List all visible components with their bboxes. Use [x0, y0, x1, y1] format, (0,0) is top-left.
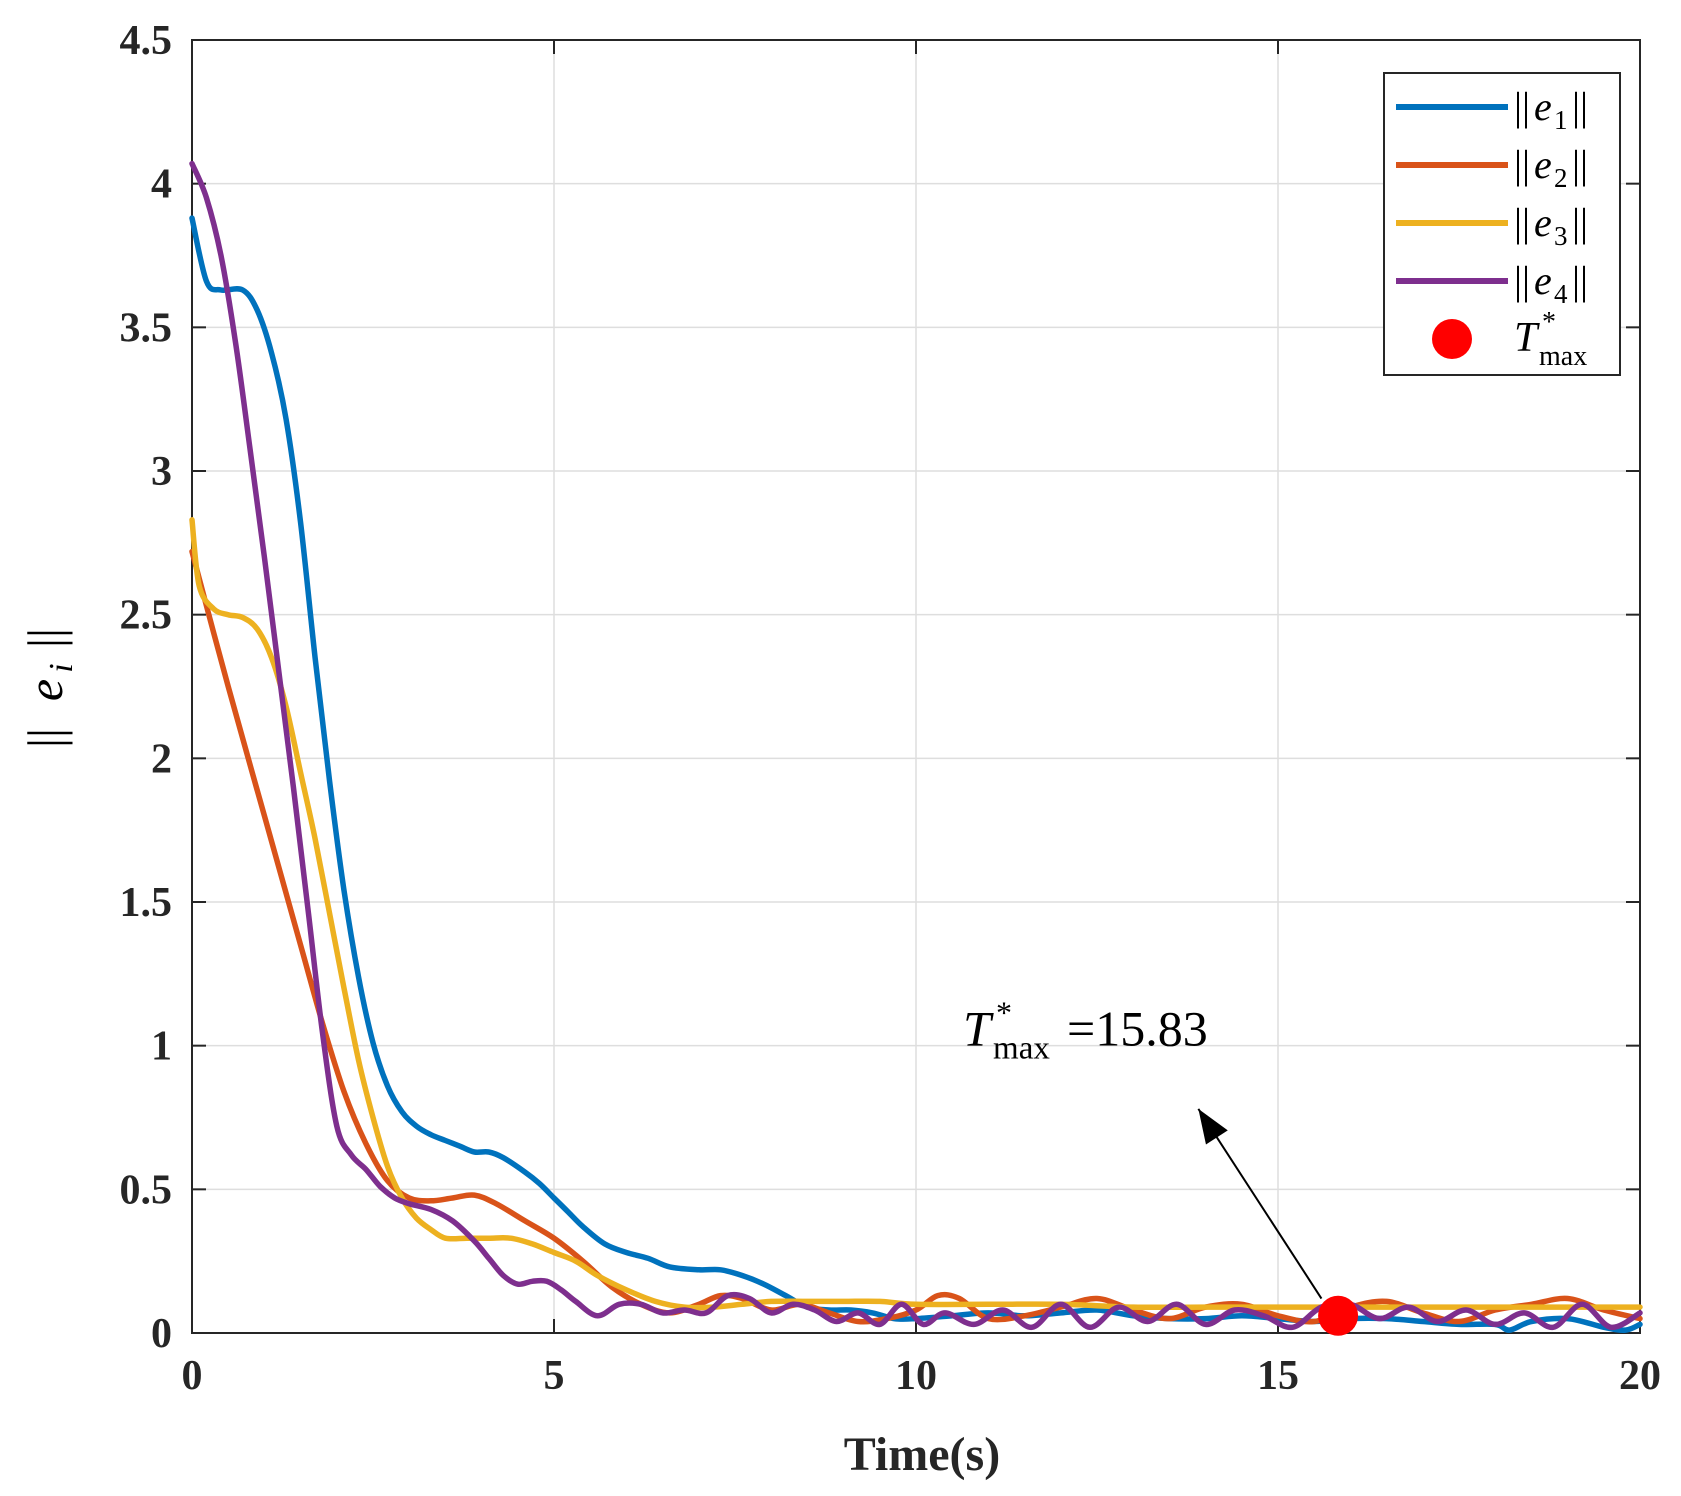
legend-sub-4: 4: [1554, 279, 1568, 309]
y-tick-label-3: 1.5: [120, 880, 173, 926]
y-tick-label-4: 2: [151, 736, 172, 782]
annotation-T: T: [963, 1001, 994, 1057]
legend-sub-2: 2: [1554, 163, 1568, 193]
y-tick-label-5: 2.5: [120, 593, 173, 639]
y-tick-label-0: 0: [151, 1311, 172, 1357]
x-axis-label: Time(s): [844, 1428, 1000, 1481]
legend-e-4: e: [1534, 258, 1552, 303]
legend-bars-left-1: ||: [1514, 84, 1530, 129]
legend-T: T: [1514, 315, 1540, 361]
data-series: [189, 160, 1643, 1336]
legend-sub-3: 3: [1554, 221, 1568, 251]
legend: || e 1 |||| e 2 |||| e 3 |||| e 4 ||T *max: [1383, 72, 1621, 376]
y-tick-label-9: 4.5: [120, 18, 173, 64]
legend-bars-right-4: ||: [1572, 258, 1588, 303]
legend-sub-1: 1: [1554, 105, 1568, 135]
legend-marker-swatch: [1432, 319, 1472, 359]
y-tick-label-2: 1: [151, 1024, 172, 1070]
x-tick-label-3: 15: [1257, 1353, 1299, 1399]
y-label-bars-right: ||: [17, 628, 73, 648]
legend-bars-left-3: ||: [1514, 200, 1530, 245]
legend-e-3: e: [1534, 200, 1552, 245]
annotation-arrow-shaft: [1197, 1108, 1323, 1300]
legend-bars-right-1: ||: [1572, 84, 1588, 129]
annotation-arrow-head: [1198, 1108, 1228, 1145]
series-line-e3: [189, 517, 1643, 1311]
axis-ticks: 0 5 10 15 20 0 0.5 1 1.5 2 2.5 3 3.5 4 4.5: [120, 18, 1662, 1399]
y-label-e: e: [17, 679, 73, 701]
tmax-marker: [1318, 1295, 1359, 1336]
x-tick-label-2: 10: [895, 1353, 937, 1399]
y-axis-label: || e i ||: [17, 628, 80, 748]
y-tick-label-8: 4: [151, 162, 172, 208]
annotation-value: =15.83: [1067, 1001, 1208, 1057]
legend-e-2: e: [1534, 142, 1552, 187]
legend-bars-left-2: ||: [1514, 142, 1530, 187]
y-tick-label-7: 3.5: [120, 305, 173, 351]
legend-bars-right-3: ||: [1572, 200, 1588, 245]
legend-e-1: e: [1534, 84, 1552, 129]
legend-bars-left-4: ||: [1514, 258, 1530, 303]
y-tick-label-1: 0.5: [120, 1167, 173, 1213]
legend-bars-right-2: ||: [1572, 142, 1588, 187]
legend-T-sub: max: [1539, 341, 1587, 372]
series-line-e4: [189, 160, 1643, 1331]
annotation-sub: max: [993, 1031, 1050, 1067]
x-tick-label-4: 20: [1619, 1353, 1661, 1399]
x-tick-label-0: 0: [182, 1353, 203, 1399]
y-tick-label-6: 3: [151, 449, 172, 495]
x-tick-label-1: 5: [544, 1353, 565, 1399]
y-label-sub-i: i: [43, 663, 80, 672]
annotation-group: T *max =15.83: [963, 995, 1323, 1300]
y-label-bars-left: ||: [17, 728, 73, 748]
annotation-sup: *: [996, 995, 1012, 1031]
legend-T-sup: *: [1542, 307, 1556, 338]
